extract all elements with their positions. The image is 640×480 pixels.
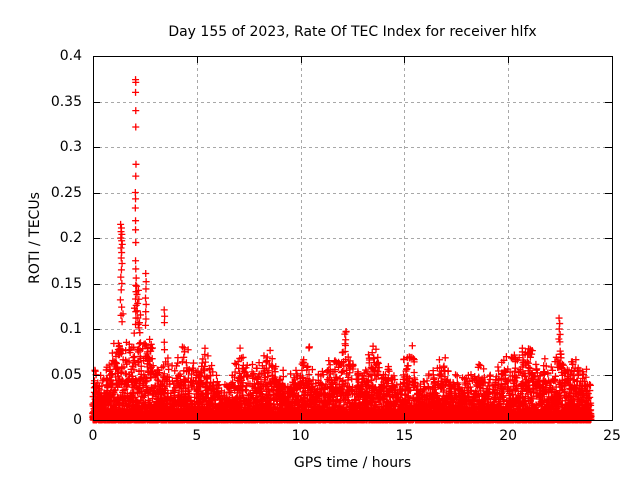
y-tick-label: 0.2 bbox=[59, 230, 82, 246]
y-tick-label: 0.15 bbox=[50, 275, 82, 292]
x-axis-label: GPS time / hours bbox=[293, 455, 412, 471]
x-tick-label: 0 bbox=[88, 428, 98, 444]
y-tick-label: 0.25 bbox=[50, 184, 82, 201]
x-tick-label: 25 bbox=[603, 428, 621, 444]
y-tick-label: 0.1 bbox=[59, 321, 82, 337]
y-tick-label: 0.3 bbox=[59, 139, 82, 155]
y-tick-label: 0 bbox=[73, 412, 82, 428]
x-tick-label: 20 bbox=[499, 428, 518, 444]
x-tick-label: 10 bbox=[291, 428, 310, 444]
x-tick-label: 15 bbox=[395, 428, 414, 444]
y-tick-label: 0.35 bbox=[50, 93, 82, 110]
chart-title: Day 155 of 2023, Rate Of TEC Index for r… bbox=[168, 24, 537, 40]
y-tick-label: 0.4 bbox=[59, 48, 82, 64]
x-tick-label: 5 bbox=[192, 428, 202, 444]
y-tick-label: 0.05 bbox=[50, 366, 82, 383]
